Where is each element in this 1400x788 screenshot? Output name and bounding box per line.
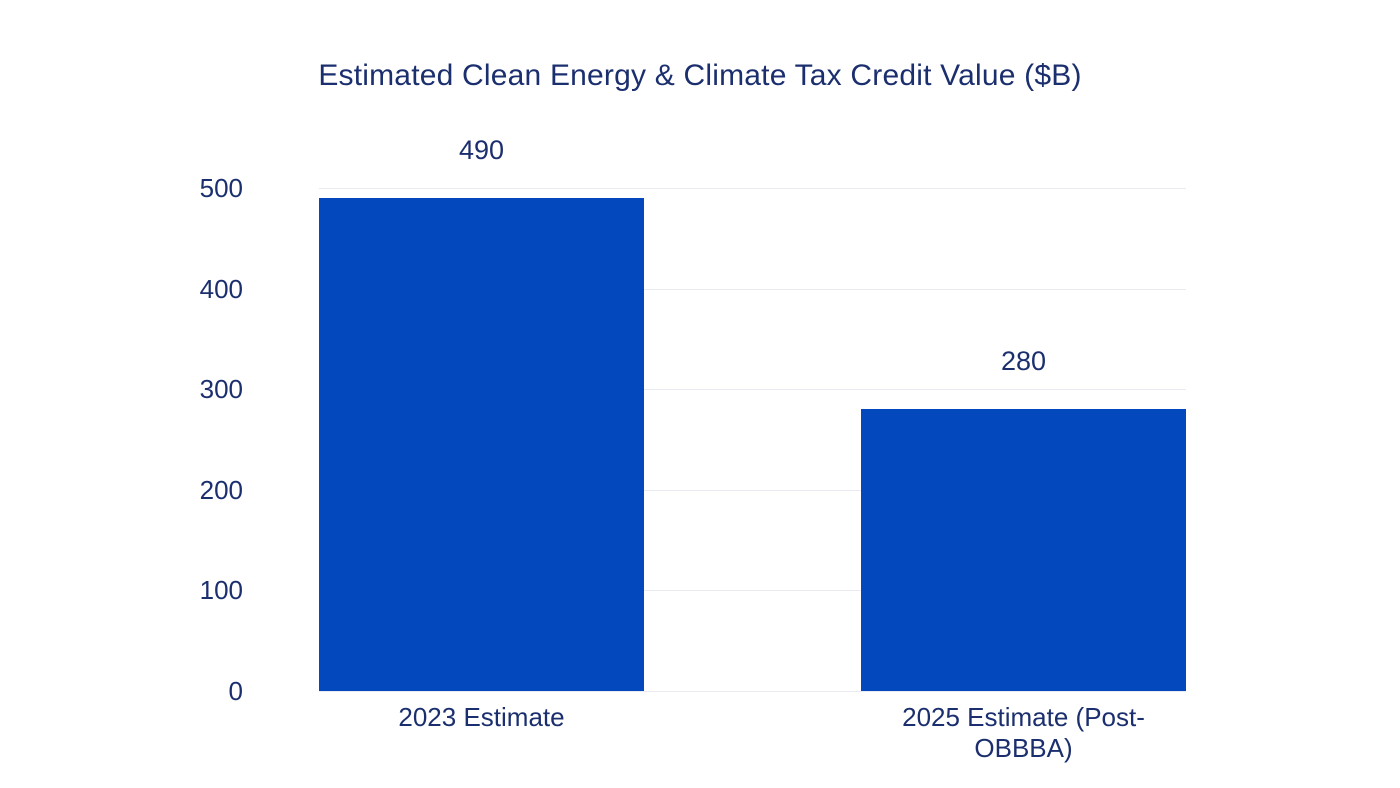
gridline-y-200 [319, 489, 1186, 491]
gridline-y-400 [319, 288, 1186, 290]
bar-group-2025-estimate: 280 [861, 188, 1186, 691]
y-axis: 0 100 200 300 400 500 [0, 175, 243, 704]
x-axis-label-2023-estimate: 2023 Estimate [398, 702, 565, 732]
y-tick-label-400: 400 [199, 273, 243, 304]
y-tick-label-200: 200 [199, 474, 243, 505]
gridline-y-500 [319, 188, 1186, 189]
y-tick-label-100: 100 [199, 575, 243, 606]
y-tick-label-0: 0 [228, 676, 243, 706]
plot-area: 490 280 [319, 137, 1186, 692]
bar-value-label-2023: 490 [458, 135, 505, 166]
gridline-y-100 [319, 590, 1186, 592]
bar-group-2023-estimate: 490 [319, 137, 644, 691]
chart-title: Estimated Clean Energy & Climate Tax Cre… [318, 59, 1082, 92]
bar-2023-estimate [319, 198, 644, 691]
bar-value-label-2025: 280 [1000, 346, 1047, 377]
y-tick-label-300: 300 [199, 374, 243, 405]
x-axis-label-2025-estimate-post-obbba: 2025 Estimate (Post-OBBBA) [902, 702, 1145, 763]
y-tick-label-500: 500 [199, 173, 243, 203]
bar-2025-estimate-post-obbba [861, 409, 1186, 691]
gridline-y-0 [319, 691, 1186, 692]
gridline-y-300 [319, 389, 1186, 391]
